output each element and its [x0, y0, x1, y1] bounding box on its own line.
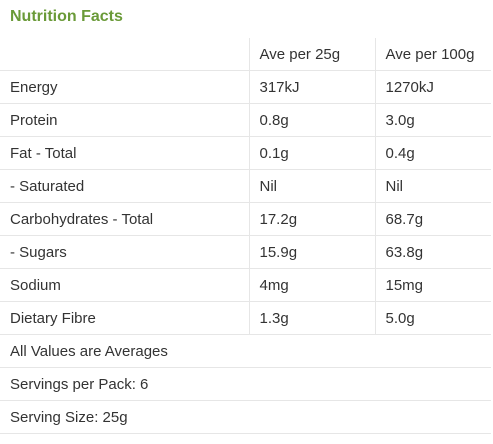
column-header-nutrient: [0, 38, 249, 71]
nutrient-name: Dietary Fibre: [0, 301, 249, 335]
nutrient-name: - Saturated: [0, 169, 249, 203]
table-row: Energy 317kJ 1270kJ: [0, 70, 491, 104]
table-row: Protein 0.8g 3.0g: [0, 103, 491, 137]
nutrient-name: Sodium: [0, 268, 249, 302]
value-per-25g: 15.9g: [248, 235, 375, 269]
servings-per-pack: Servings per Pack: 6: [0, 367, 491, 401]
value-per-25g: 317kJ: [248, 70, 375, 104]
nutrient-name: Fat - Total: [0, 136, 249, 170]
value-per-25g: 17.2g: [248, 202, 375, 236]
table-row: Carbohydrates - Total 17.2g 68.7g: [0, 202, 491, 236]
nutrient-name: - Sugars: [0, 235, 249, 269]
footer-row-averages: All Values are Averages: [0, 334, 491, 368]
nutrient-name: Protein: [0, 103, 249, 137]
column-header-per-100g: Ave per 100g: [374, 38, 491, 71]
value-per-25g: 4mg: [248, 268, 375, 302]
value-per-100g: Nil: [374, 169, 491, 203]
value-per-100g: 68.7g: [374, 202, 491, 236]
averages-note: All Values are Averages: [0, 334, 491, 368]
value-per-100g: 5.0g: [374, 301, 491, 335]
value-per-100g: 63.8g: [374, 235, 491, 269]
value-per-25g: 0.8g: [248, 103, 375, 137]
table-row: Sodium 4mg 15mg: [0, 268, 491, 302]
serving-size: Serving Size: 25g: [0, 400, 491, 434]
nutrient-name: Carbohydrates - Total: [0, 202, 249, 236]
nutrition-table: Ave per 25g Ave per 100g Energy 317kJ 12…: [0, 38, 491, 434]
value-per-100g: 3.0g: [374, 103, 491, 137]
table-row: Fat - Total 0.1g 0.4g: [0, 136, 491, 170]
table-header-row: Ave per 25g Ave per 100g: [0, 38, 491, 71]
nutrient-name: Energy: [0, 70, 249, 104]
table-row: - Sugars 15.9g 63.8g: [0, 235, 491, 269]
value-per-25g: Nil: [248, 169, 375, 203]
value-per-100g: 1270kJ: [374, 70, 491, 104]
value-per-25g: 0.1g: [248, 136, 375, 170]
column-header-per-25g: Ave per 25g: [248, 38, 375, 71]
table-row: - Saturated Nil Nil: [0, 169, 491, 203]
footer-row-servings: Servings per Pack: 6: [0, 367, 491, 401]
table-row: Dietary Fibre 1.3g 5.0g: [0, 301, 491, 335]
value-per-100g: 15mg: [374, 268, 491, 302]
footer-row-serving-size: Serving Size: 25g: [0, 400, 491, 434]
value-per-100g: 0.4g: [374, 136, 491, 170]
panel-title: Nutrition Facts: [10, 8, 123, 25]
value-per-25g: 1.3g: [248, 301, 375, 335]
